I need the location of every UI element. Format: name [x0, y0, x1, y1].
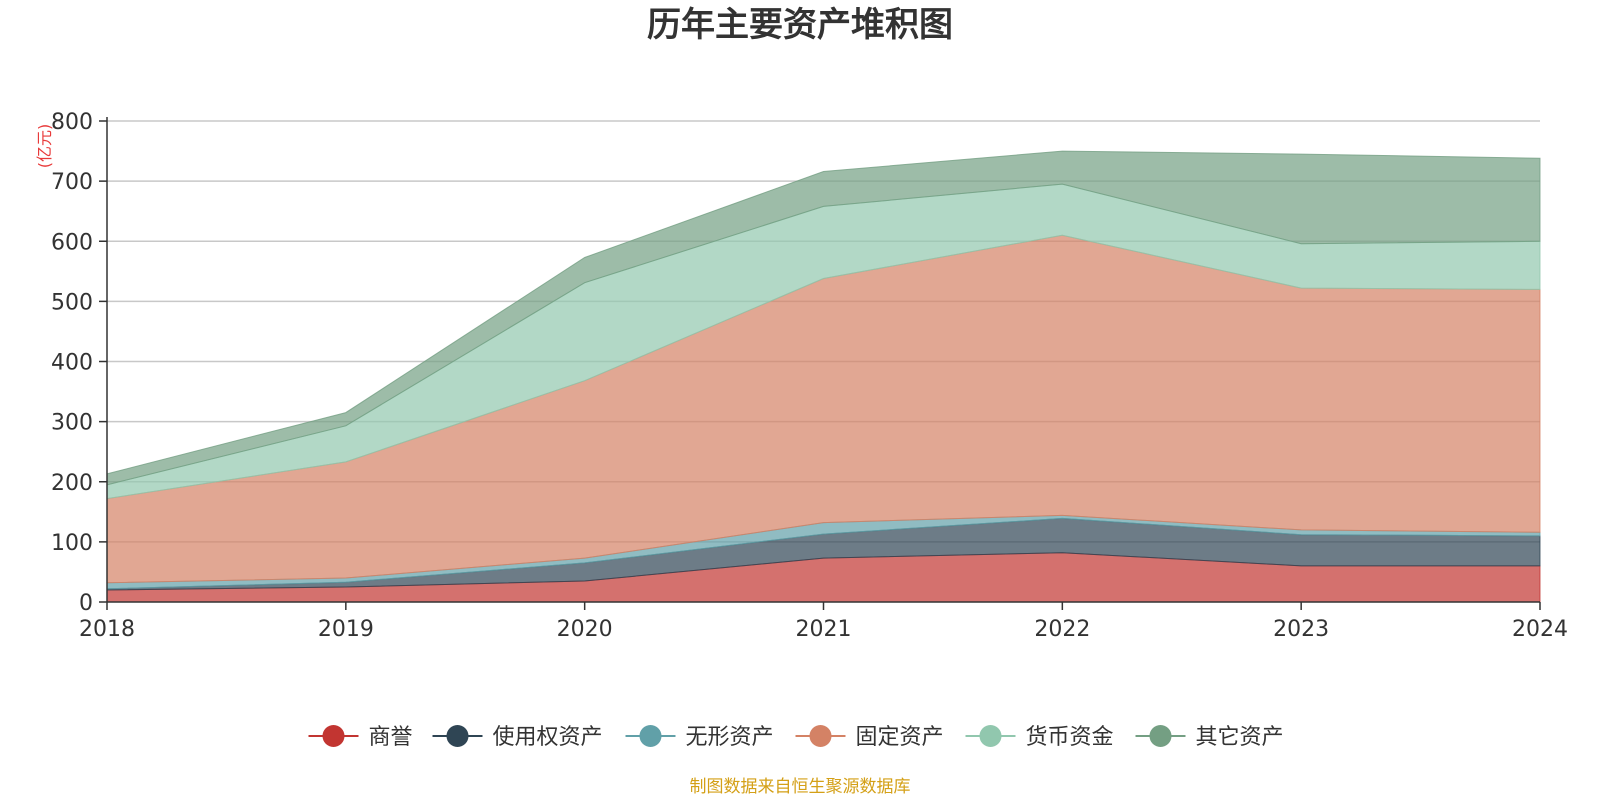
legend-label: 无形资产 — [686, 725, 774, 750]
x-tick-label: 2021 — [796, 617, 852, 642]
legend-item-6[interactable]: 其它资产 — [1135, 725, 1284, 750]
y-tick-label: 800 — [51, 110, 93, 135]
legend-item-3[interactable]: 无形资产 — [625, 725, 774, 750]
area-series-6[interactable] — [106, 150, 1541, 486]
x-tick-label: 2018 — [79, 617, 135, 642]
area-series-group — [106, 150, 1541, 603]
x-tick-label: 2022 — [1034, 617, 1090, 642]
legend-label: 货币资金 — [1026, 725, 1114, 750]
y-tick-label: 700 — [51, 170, 93, 195]
y-tick-label: 200 — [51, 471, 93, 496]
legend-label: 使用权资产 — [493, 725, 603, 750]
source-note: 制图数据来自恒生聚源数据库 — [690, 777, 911, 797]
x-tick-label: 2019 — [318, 617, 374, 642]
x-tick-label: 2023 — [1273, 617, 1329, 642]
x-tick-label: 2020 — [557, 617, 613, 642]
legend: 商誉 使用权资产 无形资产 固定资产 货币资金 其它资产 — [308, 725, 1284, 750]
legend-label: 其它资产 — [1196, 725, 1284, 750]
legend-item-4[interactable]: 固定资产 — [795, 725, 944, 750]
legend-item-2[interactable]: 使用权资产 — [432, 725, 603, 750]
legend-label: 商誉 — [369, 725, 413, 750]
y-axis-unit-label: (亿元) — [35, 124, 54, 169]
y-tick-label: 100 — [51, 531, 93, 556]
legend-marker-icon — [809, 725, 832, 747]
legend-marker-icon — [322, 725, 345, 747]
x-tick-label: 2024 — [1512, 617, 1568, 642]
axes: 0 100 200 300 400 500 600 700 800 2018 2019 2020 202… — [51, 110, 1568, 642]
legend-label: 固定资产 — [856, 725, 944, 750]
legend-item-5[interactable]: 货币资金 — [965, 725, 1114, 750]
y-tick-label: 300 — [51, 411, 93, 436]
y-tick-label: 0 — [79, 591, 93, 616]
legend-marker-icon — [446, 725, 469, 747]
y-tick-label: 400 — [51, 351, 93, 376]
legend-marker-icon — [1149, 725, 1172, 747]
legend-item-1[interactable]: 商誉 — [308, 725, 413, 750]
y-tick-label: 500 — [51, 290, 93, 315]
y-tick-label: 600 — [51, 230, 93, 255]
chart-title: 历年主要资产堆积图 — [647, 5, 953, 45]
legend-marker-icon — [979, 725, 1002, 747]
legend-marker-icon — [639, 725, 662, 747]
